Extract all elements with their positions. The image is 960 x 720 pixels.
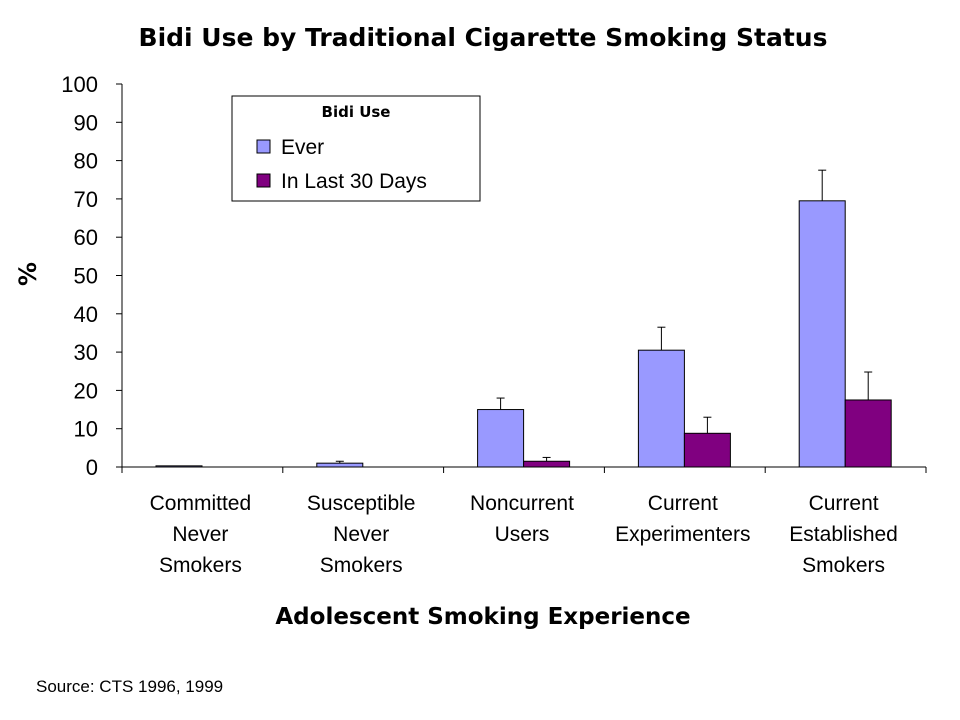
category-label: Smokers [320,554,403,577]
legend-swatch-ever [256,139,271,154]
legend-title: Bidi Use [322,103,391,121]
y-tick-label: 70 [74,187,98,212]
legend-label-last-30-days: In Last 30 Days [281,170,427,193]
category-label: Never [172,523,228,546]
category-label: Experimenters [615,523,750,546]
category-label: Established [789,523,898,546]
bar [523,460,571,468]
chart-title: Bidi Use by Traditional Cigarette Smokin… [139,23,828,52]
y-tick-labels: 0 10 20 30 40 50 60 70 80 90 100 [61,72,98,480]
y-tick-label: 90 [74,110,98,135]
source-note: Source: CTS 1996, 1999 [36,677,223,696]
y-tick-label: 50 [74,264,98,289]
category-label: Noncurrent [470,492,574,515]
category-labels: Committed Never Smokers Susceptible Never Smo… [150,492,898,577]
y-tick-label: 100 [61,72,98,97]
category-label: Committed [150,492,252,515]
bar [637,349,685,468]
bar [798,200,846,468]
category-label: Smokers [802,554,885,577]
y-axis-title: % [14,262,42,286]
legend-swatch-last-30-days [256,173,271,188]
bar [683,432,731,468]
y-tick-label: 10 [74,417,98,442]
category-label: Never [333,523,389,546]
y-tick-label: 20 [74,378,98,403]
y-tick-label: 80 [74,149,98,174]
category-label: Current [648,492,718,515]
category-label: Current [809,492,879,515]
y-tick-label: 30 [74,340,98,365]
legend: Bidi Use Ever In Last 30 Days [231,95,481,202]
category-label: Smokers [159,554,242,577]
bars [155,169,892,468]
y-tick-label: 60 [74,225,98,250]
bar [316,462,364,468]
bar [844,399,892,468]
y-tick-label: 0 [86,455,98,480]
category-label: Susceptible [307,492,416,515]
legend-label-ever: Ever [281,136,324,159]
y-tick-label: 40 [74,302,98,327]
category-label: Users [495,523,550,546]
x-axis-title: Adolescent Smoking Experience [275,604,690,630]
bar [155,465,203,468]
bar [477,409,525,468]
legend-box [231,95,481,202]
